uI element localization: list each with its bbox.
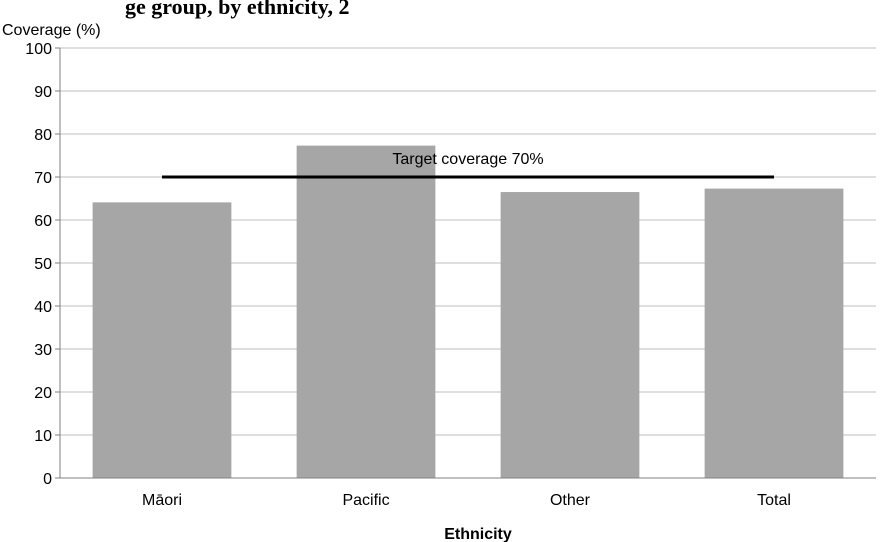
x-axis-label: Ethnicity [444, 526, 512, 542]
y-tick-label: 60 [34, 213, 52, 230]
target-line-group: Target coverage 70% [162, 151, 774, 179]
y-tick-label: 40 [34, 299, 52, 316]
bar-other [500, 192, 640, 479]
target-label: Target coverage 70% [392, 151, 543, 168]
x-tick-labels: Māori Pacific Other Total [142, 492, 791, 509]
y-tick-label: 30 [34, 342, 52, 359]
y-tick-label: 0 [43, 471, 52, 488]
y-tick-label: 70 [34, 170, 52, 187]
x-tick-label: Māori [142, 492, 182, 509]
bars [92, 145, 844, 479]
axes [55, 47, 876, 479]
y-tick-label: 10 [34, 428, 52, 445]
bar-pacific [296, 145, 436, 479]
cropped-header-text: ge group, by ethnicity, 2 [125, 0, 350, 19]
bar-māori [92, 202, 232, 478]
x-tick-label: Total [757, 492, 791, 509]
x-tick-label: Pacific [342, 492, 389, 509]
y-tick-label: 100 [25, 41, 52, 58]
y-tick-label: 50 [34, 256, 52, 273]
y-tick-label: 90 [34, 84, 52, 101]
bar-total [704, 188, 844, 479]
y-tick-label: 80 [34, 127, 52, 144]
y-axis-label: Coverage (%) [2, 22, 101, 39]
y-tick-labels: 0 10 20 30 40 50 60 70 80 90 100 [25, 41, 52, 488]
x-tick-label: Other [550, 492, 591, 509]
y-tick-label: 20 [34, 385, 52, 402]
